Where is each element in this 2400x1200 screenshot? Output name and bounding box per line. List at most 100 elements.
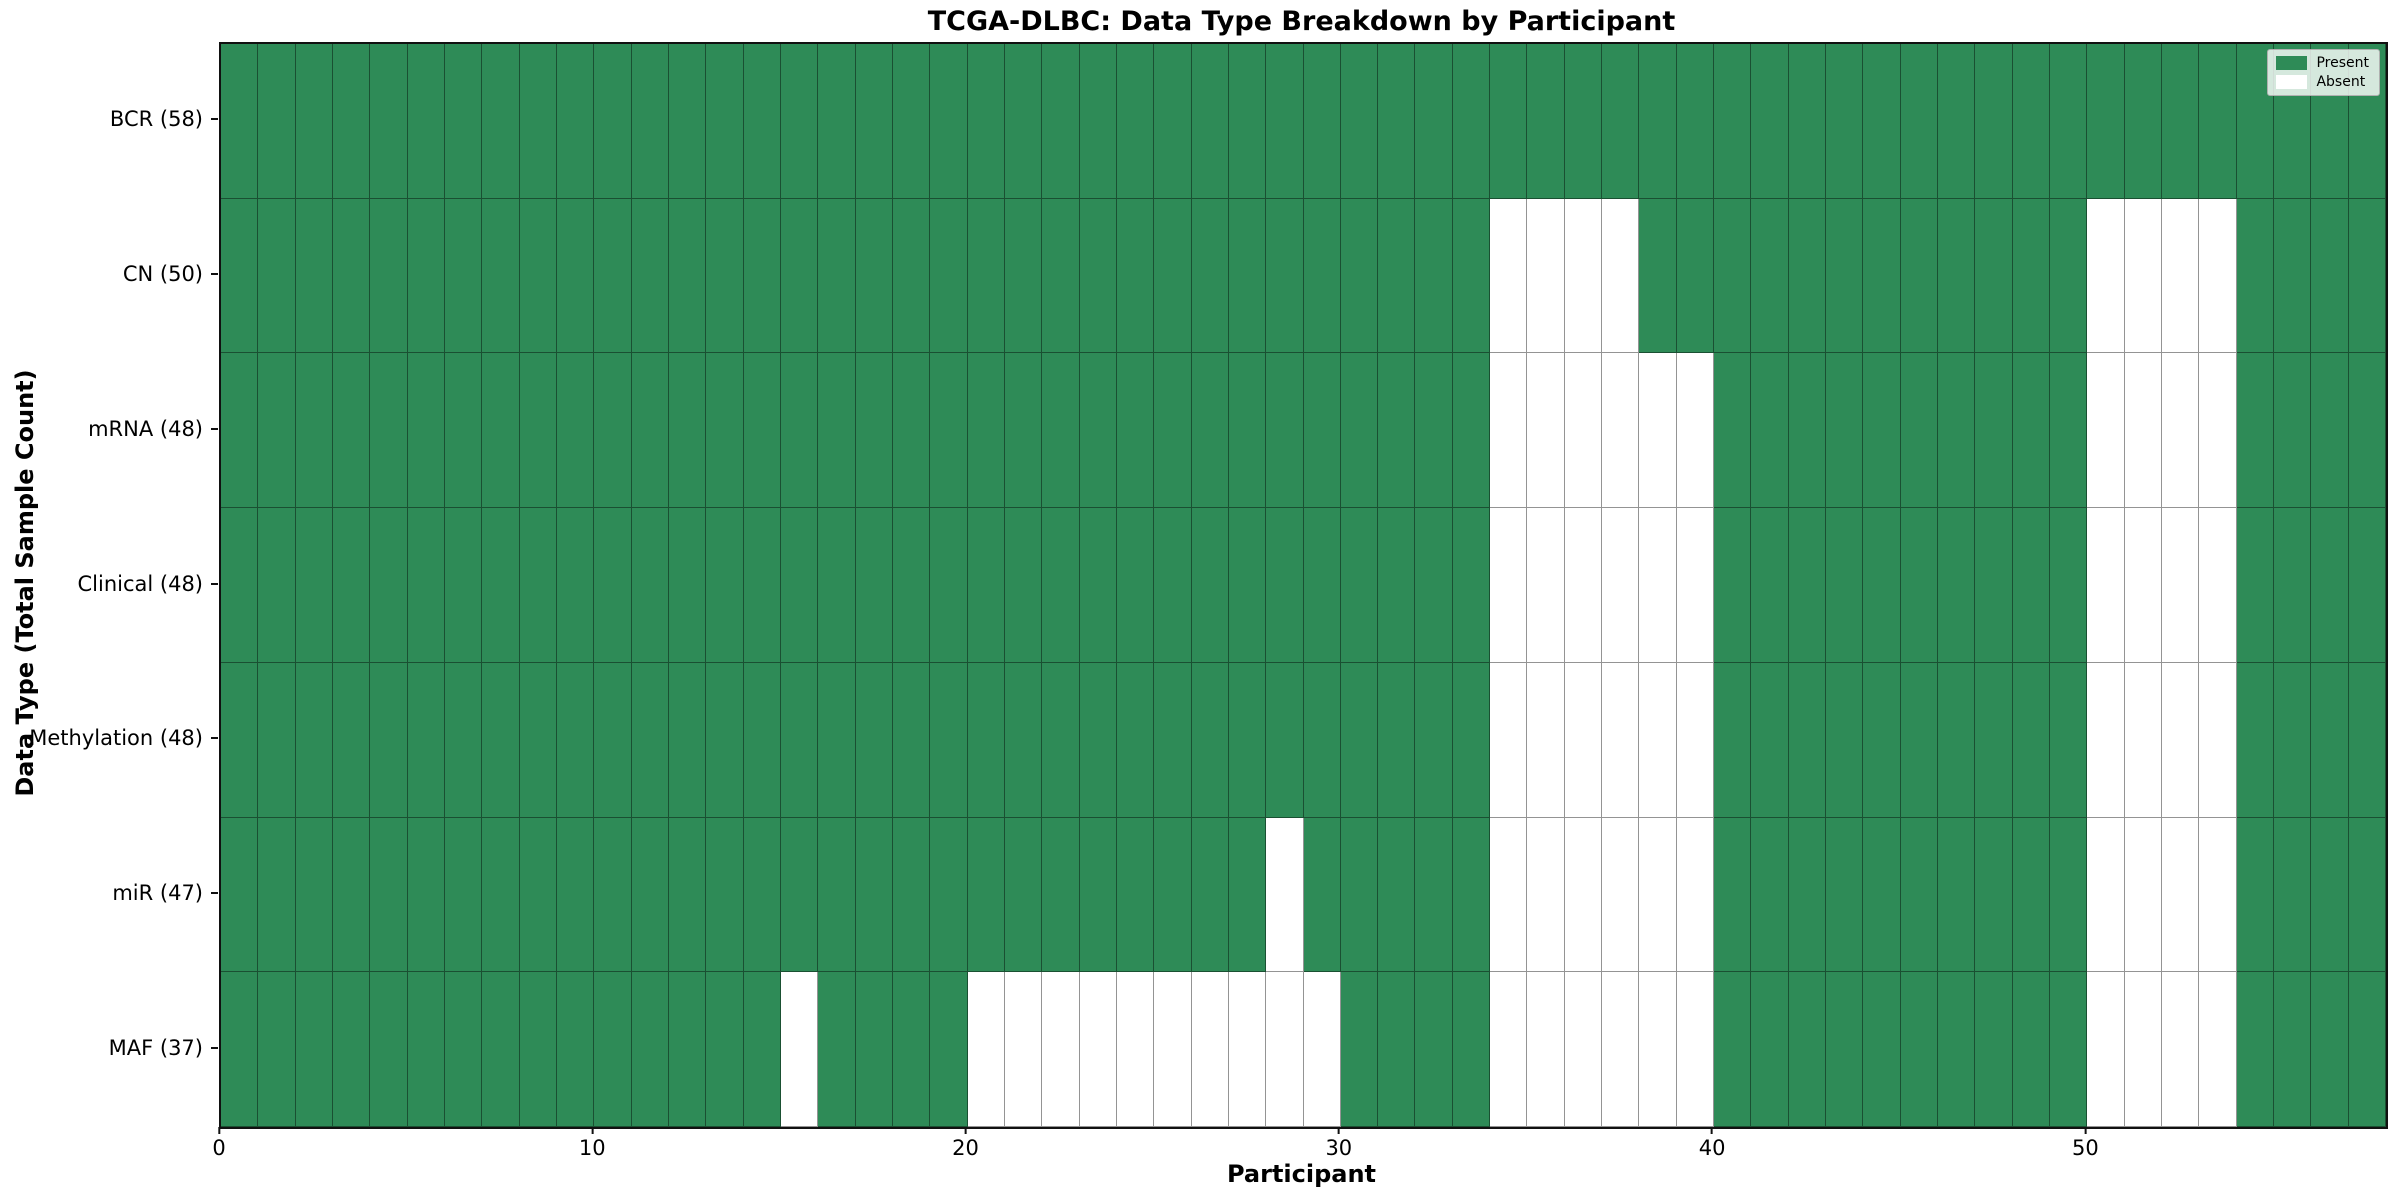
heatmap-cell (370, 44, 408, 199)
heatmap-cell (1938, 972, 1976, 1127)
heatmap-cell (1639, 44, 1677, 199)
heatmap-cell (1900, 972, 1939, 1127)
heatmap-cell (2162, 44, 2200, 199)
heatmap-cell (2199, 817, 2237, 973)
x-tick-label: 0 (212, 1136, 226, 1160)
heatmap-cell (1004, 353, 1043, 509)
x-tick: 30 (1325, 1127, 1352, 1160)
heatmap-cell (1004, 508, 1043, 663)
heatmap-cell (1340, 972, 1379, 1127)
heatmap-cell (1602, 198, 1640, 354)
heatmap-cell (407, 508, 445, 663)
heatmap-cell (1191, 508, 1229, 663)
heatmap-cell (1602, 508, 1640, 663)
y-tick-label: MAF (37) (108, 1035, 203, 1060)
heatmap-cell (743, 198, 781, 354)
heatmap-cell (332, 662, 371, 818)
heatmap-cell (2236, 817, 2275, 973)
heatmap-cell (1191, 662, 1229, 818)
heatmap-cell (444, 817, 483, 973)
heatmap-cell (1527, 972, 1565, 1127)
y-tick-label: Methylation (48) (29, 726, 203, 751)
x-axis-title: Participant (1226, 1160, 1377, 1188)
heatmap-cell (1788, 353, 1827, 509)
heatmap-cell (1639, 662, 1677, 818)
heatmap-cell (930, 817, 968, 973)
heatmap-cell (1564, 353, 1603, 509)
heatmap-cell (1116, 508, 1155, 663)
heatmap-cell (1938, 817, 1976, 973)
heatmap-cell (2087, 508, 2125, 663)
heatmap-cell (1079, 508, 1117, 663)
heatmap-cell (1303, 198, 1341, 354)
heatmap-cell (1415, 972, 1453, 1127)
heatmap-cell (1415, 508, 1453, 663)
heatmap-cell (855, 972, 893, 1127)
heatmap-cell (2311, 198, 2349, 354)
heatmap-cell (668, 353, 707, 509)
heatmap-cell (444, 44, 483, 199)
heatmap-cell (967, 353, 1005, 509)
heatmap-cell (1938, 44, 1976, 199)
x-tick-label: 50 (2072, 1136, 2099, 1160)
x-tick-label: 40 (1698, 1136, 1726, 1160)
heatmap-cell (1004, 198, 1043, 354)
heatmap-cell (221, 198, 259, 354)
heatmap-cell (221, 353, 259, 509)
heatmap-cell (1116, 44, 1155, 199)
heatmap-cell (930, 972, 968, 1127)
heatmap-cell (818, 198, 856, 354)
heatmap-cell (1639, 972, 1677, 1127)
heatmap-cell (594, 353, 632, 509)
heatmap-cell (855, 817, 893, 973)
x-tick-label: 20 (952, 1136, 979, 1160)
heatmap-cell (2050, 662, 2088, 818)
heatmap-cell (1079, 44, 1117, 199)
heatmap-cell (1639, 817, 1677, 973)
heatmap-cell (332, 817, 371, 973)
heatmap-cell (2348, 198, 2386, 354)
heatmap-cell (668, 817, 707, 973)
heatmap-cell (2124, 972, 2163, 1127)
heatmap-cell (2236, 353, 2275, 509)
heatmap-cell (556, 508, 595, 663)
x-tick-labels: 0 10 20 30 40 50 (212, 1127, 2384, 1177)
heatmap-cell (370, 972, 408, 1127)
heatmap-cell (1378, 972, 1416, 1127)
heatmap-cell (1042, 353, 1080, 509)
heatmap-cell (743, 817, 781, 973)
heatmap-cell (1788, 44, 1827, 199)
heatmap-cell (1042, 817, 1080, 973)
heatmap-cell (1564, 817, 1603, 973)
heatmap-cell (2012, 662, 2051, 818)
heatmap-cell (556, 198, 595, 354)
heatmap-cell (2348, 508, 2386, 663)
heatmap-cell (482, 198, 520, 354)
heatmap-cell (1266, 817, 1304, 973)
heatmap-cell (1639, 508, 1677, 663)
heatmap-cell (892, 662, 931, 818)
heatmap-cell (519, 198, 557, 354)
heatmap-cell (892, 972, 931, 1127)
heatmap-cell (1415, 817, 1453, 973)
heatmap-cell (1116, 198, 1155, 354)
heatmap-cell (2124, 508, 2163, 663)
heatmap-cell (1116, 972, 1155, 1127)
heatmap-cell (1415, 44, 1453, 199)
heatmap-cell (1415, 353, 1453, 509)
heatmap-cell (1826, 353, 1864, 509)
heatmap-cell (1340, 198, 1379, 354)
y-tick-mark (211, 891, 218, 894)
heatmap-cell (1527, 353, 1565, 509)
heatmap-cell (1490, 662, 1528, 818)
legend-label-present: Present (2316, 55, 2369, 71)
heatmap-cell (2199, 508, 2237, 663)
heatmap-cell (1676, 508, 1715, 663)
heatmap-cell (1751, 972, 1789, 1127)
heatmap-cell (2274, 198, 2312, 354)
heatmap-cell (2311, 662, 2349, 818)
heatmap-cell (2236, 198, 2275, 354)
heatmap-cell (855, 662, 893, 818)
heatmap-cell (1266, 44, 1304, 199)
